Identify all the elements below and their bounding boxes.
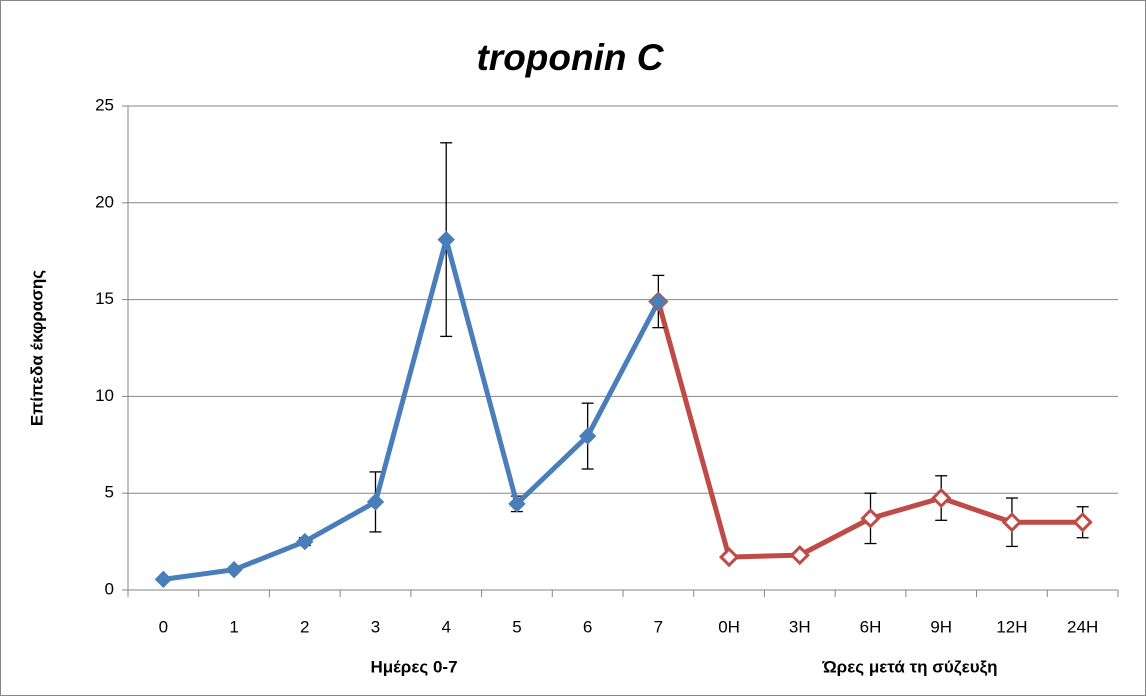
marker [578,427,597,445]
y-tick-label: 25 [95,95,114,114]
marker [366,493,385,511]
x-tick-label: 3 [371,617,380,636]
marker [437,230,455,249]
marker [789,545,810,566]
x-tick-label: 5 [512,617,521,636]
x-tick-label: 12H [996,617,1027,636]
x-tick-label: 9H [930,617,952,636]
marker [860,508,881,529]
series-line [163,237,661,582]
marker [931,487,952,509]
marker [1001,512,1023,533]
marker [296,532,314,551]
x-tick-label: 0H [718,617,740,636]
x-tick-label: 1 [229,617,238,636]
x-tick-label: 24H [1067,617,1098,636]
x-tick-label: 7 [654,617,663,636]
marker [225,560,243,579]
y-tick-label: 5 [105,483,114,502]
y-tick-label: 0 [105,579,114,598]
marker [718,546,740,568]
x-tick-label: 6H [860,617,882,636]
y-axis-label: Επίπεδα έκφρασης [27,270,46,426]
marker [1072,512,1093,533]
x-tick-label: 4 [441,617,450,636]
x-tick-label: 0 [159,617,168,636]
marker [649,292,668,311]
marker [508,495,526,513]
x-tick-label: 3H [789,617,811,636]
y-tick-label: 15 [95,289,114,308]
chart-title: troponin C [476,37,664,78]
y-tick-label: 10 [95,386,114,405]
x-group-label: Ώρες μετά τη σύζευξη [821,657,997,676]
x-tick-label: 6 [583,617,592,636]
x-group-label: Ημέρες 0-7 [370,657,457,676]
x-tick-label: 2 [300,617,309,636]
y-tick-label: 20 [95,192,114,211]
marker [154,570,173,589]
